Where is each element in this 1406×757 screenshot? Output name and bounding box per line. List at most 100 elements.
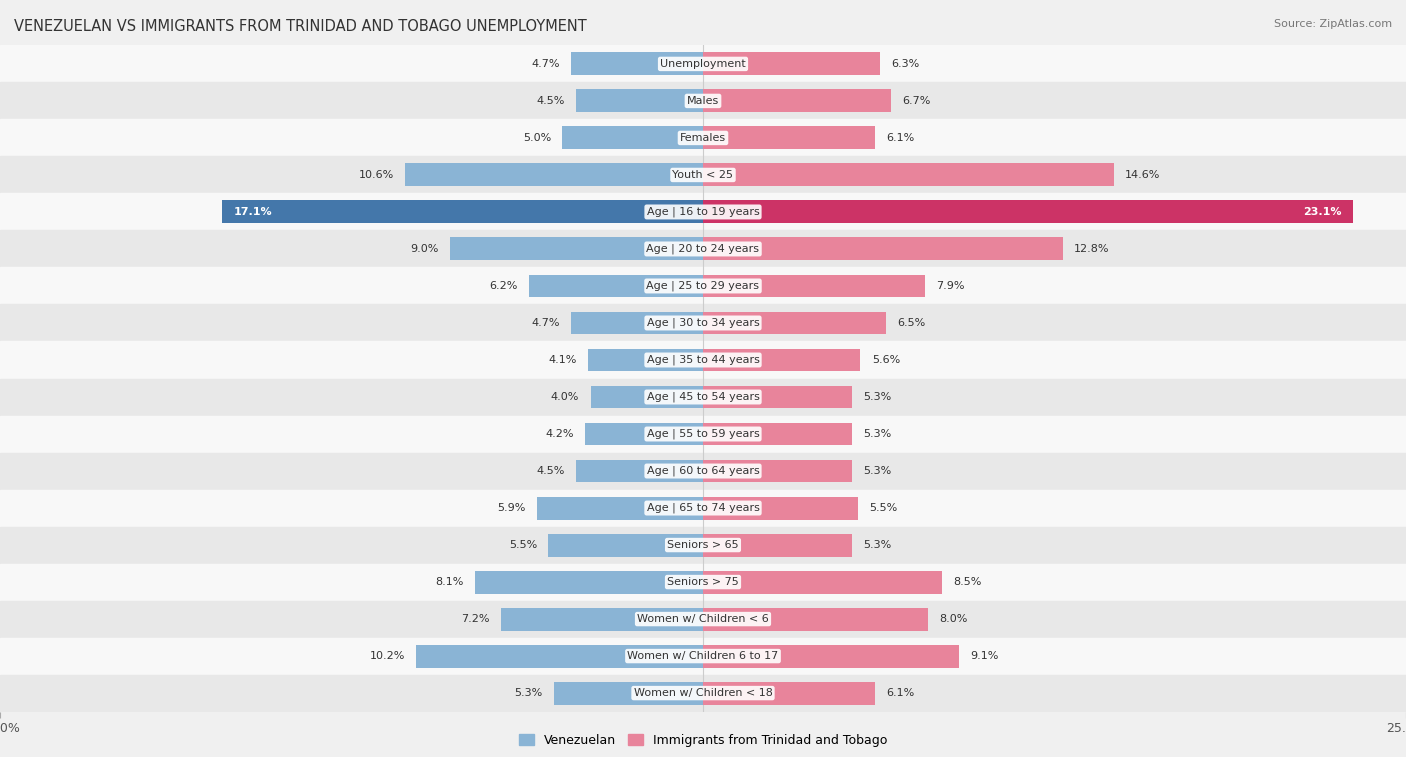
Bar xyxy=(703,385,852,409)
Bar xyxy=(703,238,1063,260)
Bar xyxy=(588,348,703,372)
Text: 5.5%: 5.5% xyxy=(869,503,897,513)
Text: 5.3%: 5.3% xyxy=(863,540,891,550)
Text: 4.1%: 4.1% xyxy=(548,355,576,365)
Text: 5.0%: 5.0% xyxy=(523,133,551,143)
Bar xyxy=(591,385,703,409)
Text: 6.1%: 6.1% xyxy=(886,133,914,143)
Bar xyxy=(585,422,703,445)
Text: 6.7%: 6.7% xyxy=(903,96,931,106)
Bar xyxy=(0,304,1406,341)
Bar xyxy=(703,681,875,705)
Bar xyxy=(703,275,925,298)
Text: 9.1%: 9.1% xyxy=(970,651,998,661)
Bar xyxy=(703,52,880,76)
Bar xyxy=(0,600,1406,637)
Text: Age | 60 to 64 years: Age | 60 to 64 years xyxy=(647,466,759,476)
Bar xyxy=(703,348,860,372)
Text: 4.2%: 4.2% xyxy=(546,429,574,439)
Bar xyxy=(703,497,858,519)
Bar xyxy=(475,571,703,593)
Text: 5.3%: 5.3% xyxy=(863,392,891,402)
Text: 10.2%: 10.2% xyxy=(370,651,405,661)
Text: 23.1%: 23.1% xyxy=(1303,207,1341,217)
Bar xyxy=(0,563,1406,600)
Bar xyxy=(571,52,703,76)
Bar xyxy=(703,459,852,482)
Text: Women w/ Children 6 to 17: Women w/ Children 6 to 17 xyxy=(627,651,779,661)
Bar xyxy=(703,89,891,112)
Bar xyxy=(0,378,1406,416)
Legend: Venezuelan, Immigrants from Trinidad and Tobago: Venezuelan, Immigrants from Trinidad and… xyxy=(513,729,893,752)
Text: Females: Females xyxy=(681,133,725,143)
Text: 4.0%: 4.0% xyxy=(551,392,579,402)
Text: Males: Males xyxy=(688,96,718,106)
Text: Women w/ Children < 18: Women w/ Children < 18 xyxy=(634,688,772,698)
Bar xyxy=(529,275,703,298)
Bar xyxy=(703,571,942,593)
Bar xyxy=(405,164,703,186)
Text: 6.3%: 6.3% xyxy=(891,59,920,69)
Bar xyxy=(0,194,1406,230)
Bar xyxy=(0,157,1406,194)
Text: 7.9%: 7.9% xyxy=(936,281,965,291)
Text: 6.2%: 6.2% xyxy=(489,281,517,291)
Bar xyxy=(576,89,703,112)
Text: 4.7%: 4.7% xyxy=(531,59,560,69)
Bar xyxy=(562,126,703,149)
Bar xyxy=(0,230,1406,267)
Bar xyxy=(703,422,852,445)
Text: 17.1%: 17.1% xyxy=(233,207,271,217)
Bar xyxy=(576,459,703,482)
Text: Age | 30 to 34 years: Age | 30 to 34 years xyxy=(647,318,759,329)
Text: 7.2%: 7.2% xyxy=(461,614,489,624)
Text: 12.8%: 12.8% xyxy=(1074,244,1109,254)
Bar xyxy=(548,534,703,556)
Bar xyxy=(703,645,959,668)
Text: 5.6%: 5.6% xyxy=(872,355,900,365)
Text: 4.5%: 4.5% xyxy=(537,466,565,476)
Text: 5.9%: 5.9% xyxy=(498,503,526,513)
Bar xyxy=(416,645,703,668)
Text: Age | 20 to 24 years: Age | 20 to 24 years xyxy=(647,244,759,254)
Text: Unemployment: Unemployment xyxy=(661,59,745,69)
Text: Age | 45 to 54 years: Age | 45 to 54 years xyxy=(647,392,759,402)
Bar xyxy=(450,238,703,260)
Text: 8.1%: 8.1% xyxy=(436,577,464,587)
Bar xyxy=(0,637,1406,674)
Text: 14.6%: 14.6% xyxy=(1125,170,1160,180)
Text: 5.3%: 5.3% xyxy=(515,688,543,698)
Bar xyxy=(537,497,703,519)
Text: Age | 25 to 29 years: Age | 25 to 29 years xyxy=(647,281,759,291)
Text: 4.7%: 4.7% xyxy=(531,318,560,328)
Bar xyxy=(0,341,1406,378)
Text: Source: ZipAtlas.com: Source: ZipAtlas.com xyxy=(1274,19,1392,29)
Bar xyxy=(0,674,1406,712)
Text: 6.1%: 6.1% xyxy=(886,688,914,698)
Bar xyxy=(0,416,1406,453)
Bar xyxy=(703,312,886,335)
Bar xyxy=(0,120,1406,157)
Text: Seniors > 75: Seniors > 75 xyxy=(666,577,740,587)
Text: 5.5%: 5.5% xyxy=(509,540,537,550)
Text: 5.3%: 5.3% xyxy=(863,429,891,439)
Bar xyxy=(703,126,875,149)
Bar xyxy=(0,83,1406,120)
Text: 10.6%: 10.6% xyxy=(359,170,394,180)
Bar xyxy=(0,453,1406,490)
Bar xyxy=(222,201,703,223)
Text: 8.0%: 8.0% xyxy=(939,614,967,624)
Text: Age | 65 to 74 years: Age | 65 to 74 years xyxy=(647,503,759,513)
Text: Age | 16 to 19 years: Age | 16 to 19 years xyxy=(647,207,759,217)
Bar xyxy=(554,681,703,705)
Bar xyxy=(0,267,1406,304)
Bar xyxy=(703,608,928,631)
Bar xyxy=(501,608,703,631)
Text: 6.5%: 6.5% xyxy=(897,318,925,328)
Text: Seniors > 65: Seniors > 65 xyxy=(668,540,738,550)
Bar xyxy=(0,490,1406,527)
Bar xyxy=(703,164,1114,186)
Bar xyxy=(0,527,1406,563)
Bar xyxy=(703,534,852,556)
Text: Age | 55 to 59 years: Age | 55 to 59 years xyxy=(647,428,759,439)
